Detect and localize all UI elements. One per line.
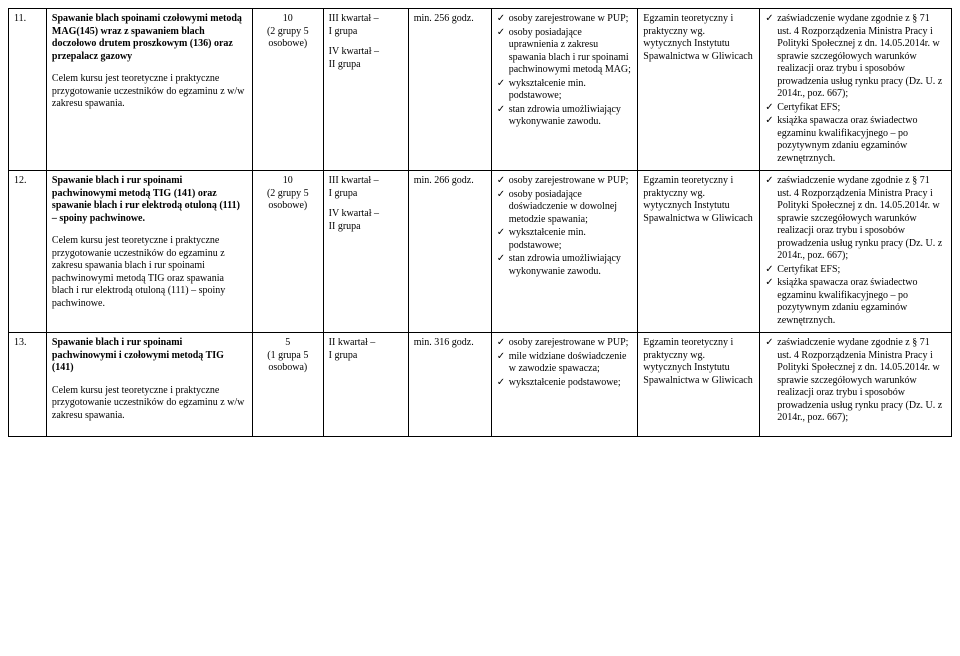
- req-item: wykształcenie min. podstawowe;: [497, 78, 633, 103]
- quarter-line: II grupa: [329, 221, 403, 234]
- req-item: osoby posiadające doświadczenie w dowoln…: [497, 189, 633, 227]
- req-item: stan zdrowia umożliwiający wykonywanie z…: [497, 104, 633, 129]
- quarter-line: II grupa: [329, 59, 403, 72]
- row-cert: zaświadczenie wydane zgodnie z § 71 ust.…: [760, 9, 952, 171]
- row-title: Spawanie blach i rur spoinami pachwinowy…: [52, 175, 240, 224]
- people-count: 5: [258, 337, 318, 350]
- row-quarter: III kwartał – I grupa IV kwartał – II gr…: [323, 9, 408, 171]
- table-row: 13. Spawanie blach i rur spoinami pachwi…: [9, 333, 952, 437]
- quarter-line: III kwartał –: [329, 13, 403, 26]
- row-title-cell: Spawanie blach i rur spoinami pachwinowy…: [46, 333, 252, 437]
- row-cert: zaświadczenie wydane zgodnie z § 71 ust.…: [760, 171, 952, 333]
- quarter-line: I grupa: [329, 188, 403, 201]
- spacer: [329, 38, 403, 46]
- cert-item: Certyfikat EFS;: [765, 102, 946, 115]
- req-item: osoby zarejestrowane w PUP;: [497, 337, 633, 350]
- table-row: 12. Spawanie blach i rur spoinami pachwi…: [9, 171, 952, 333]
- req-item: osoby zarejestrowane w PUP;: [497, 13, 633, 26]
- req-item: osoby zarejestrowane w PUP;: [497, 175, 633, 188]
- quarter-line: IV kwartał –: [329, 46, 403, 59]
- row-title-cell: Spawanie blach i rur spoinami pachwinowy…: [46, 171, 252, 333]
- row-quarter: III kwartał – I grupa IV kwartał – II gr…: [323, 171, 408, 333]
- req-item: wykształcenie podstawowe;: [497, 377, 633, 390]
- row-title: Spawanie blach i rur spoinami pachwinowy…: [52, 337, 224, 373]
- table-row: 11. Spawanie blach spoinami czołowymi me…: [9, 9, 952, 171]
- req-item: osoby posiadające uprawnienia z zakresu …: [497, 27, 633, 77]
- quarter-line: II kwartał –: [329, 337, 403, 350]
- cert-item: Certyfikat EFS;: [765, 264, 946, 277]
- course-table: 11. Spawanie blach spoinami czołowymi me…: [8, 8, 952, 437]
- req-item: wykształcenie min. podstawowe;: [497, 227, 633, 252]
- row-people: 5 (1 grupa 5 osobowa): [252, 333, 323, 437]
- cert-item: książka spawacza oraz świadectwo egzamin…: [765, 277, 946, 327]
- spacer: [329, 200, 403, 208]
- row-exam: Egzamin teoretyczny i praktyczny wg. wyt…: [638, 9, 760, 171]
- row-title-cell: Spawanie blach spoinami czołowymi metodą…: [46, 9, 252, 171]
- row-desc: Celem kursu jest teoretyczne i praktyczn…: [52, 73, 247, 111]
- row-number: 11.: [9, 9, 47, 171]
- quarter-line: I grupa: [329, 350, 403, 363]
- row-exam: Egzamin teoretyczny i praktyczny wg. wyt…: [638, 171, 760, 333]
- quarter-line: III kwartał –: [329, 175, 403, 188]
- row-req: osoby zarejestrowane w PUP; osoby posiad…: [491, 9, 638, 171]
- row-req: osoby zarejestrowane w PUP; mile widzian…: [491, 333, 638, 437]
- row-people: 10 (2 grupy 5 osobowe): [252, 9, 323, 171]
- cert-item: zaświadczenie wydane zgodnie z § 71 ust.…: [765, 175, 946, 263]
- row-desc: Celem kursu jest teoretyczne i praktyczn…: [52, 235, 247, 310]
- row-desc: Celem kursu jest teoretyczne i praktyczn…: [52, 385, 247, 423]
- req-item: stan zdrowia umożliwiający wykonywanie z…: [497, 253, 633, 278]
- cert-item: książka spawacza oraz świadectwo egzamin…: [765, 115, 946, 165]
- req-item: mile widziane doświadczenie w zawodzie s…: [497, 351, 633, 376]
- row-cert: zaświadczenie wydane zgodnie z § 71 ust.…: [760, 333, 952, 437]
- row-number: 13.: [9, 333, 47, 437]
- people-count: 10: [258, 13, 318, 26]
- row-req: osoby zarejestrowane w PUP; osoby posiad…: [491, 171, 638, 333]
- cert-item: zaświadczenie wydane zgodnie z § 71 ust.…: [765, 337, 946, 425]
- people-count: 10: [258, 175, 318, 188]
- row-title: Spawanie blach spoinami czołowymi metodą…: [52, 13, 242, 62]
- row-hours: min. 266 godz.: [408, 171, 491, 333]
- row-quarter: II kwartał – I grupa: [323, 333, 408, 437]
- row-exam: Egzamin teoretyczny i praktyczny wg. wyt…: [638, 333, 760, 437]
- row-hours: min. 256 godz.: [408, 9, 491, 171]
- people-sub: (2 grupy 5 osobowe): [258, 188, 318, 213]
- quarter-line: IV kwartał –: [329, 208, 403, 221]
- people-sub: (2 grupy 5 osobowe): [258, 26, 318, 51]
- row-number: 12.: [9, 171, 47, 333]
- row-people: 10 (2 grupy 5 osobowe): [252, 171, 323, 333]
- quarter-line: I grupa: [329, 26, 403, 39]
- cert-item: zaświadczenie wydane zgodnie z § 71 ust.…: [765, 13, 946, 101]
- people-sub: (1 grupa 5 osobowa): [258, 350, 318, 375]
- row-hours: min. 316 godz.: [408, 333, 491, 437]
